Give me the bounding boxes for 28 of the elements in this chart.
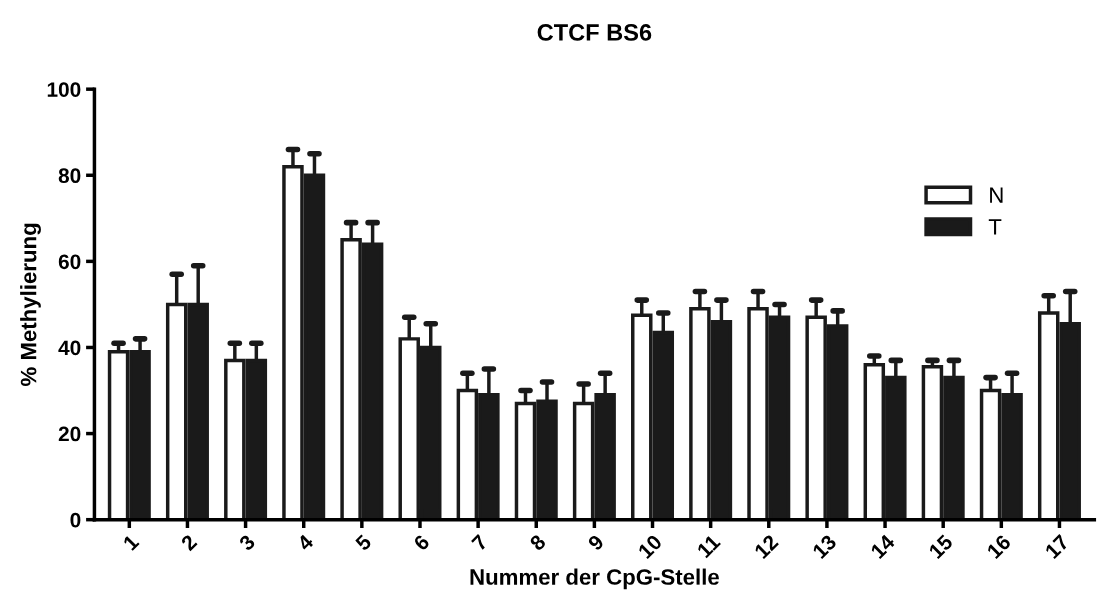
x-tick-label: 7 bbox=[471, 534, 489, 552]
y-tick-label: 100 bbox=[47, 82, 81, 97]
x-tick-label: 1 bbox=[122, 533, 140, 551]
y-axis-title: % Methylierung bbox=[20, 223, 41, 386]
y-tick-label: 40 bbox=[58, 340, 81, 356]
legend-label: T bbox=[988, 219, 1002, 235]
y-tick-label: 80 bbox=[58, 168, 81, 184]
y-tick-label: 60 bbox=[58, 254, 81, 270]
x-tick-label: 6 bbox=[412, 533, 431, 552]
x-tick-label: 17 bbox=[1044, 534, 1070, 559]
x-tick-label: 13 bbox=[811, 533, 838, 560]
x-axis-title: Nummer der CpG-Stelle bbox=[470, 568, 719, 590]
x-tick-label: 10 bbox=[637, 533, 663, 560]
x-tick-label: 16 bbox=[986, 533, 1012, 560]
x-tick-label: 9 bbox=[587, 533, 605, 552]
chart-title: CTCF BS6 bbox=[537, 24, 652, 41]
x-tick-label: 5 bbox=[354, 533, 373, 552]
legend-label: N bbox=[990, 187, 1003, 203]
x-tick-label: 2 bbox=[180, 533, 198, 552]
x-tick-label: 15 bbox=[928, 533, 954, 560]
x-tick-label: 3 bbox=[238, 533, 256, 552]
x-tick-label: 12 bbox=[753, 533, 779, 559]
x-tick-label: 8 bbox=[528, 533, 547, 552]
x-tick-label: 11 bbox=[696, 533, 721, 559]
y-tick-label: 0 bbox=[70, 512, 81, 528]
x-tick-label: 14 bbox=[870, 533, 896, 559]
x-tick-label: 4 bbox=[296, 533, 315, 552]
y-tick-label: 20 bbox=[58, 426, 81, 442]
